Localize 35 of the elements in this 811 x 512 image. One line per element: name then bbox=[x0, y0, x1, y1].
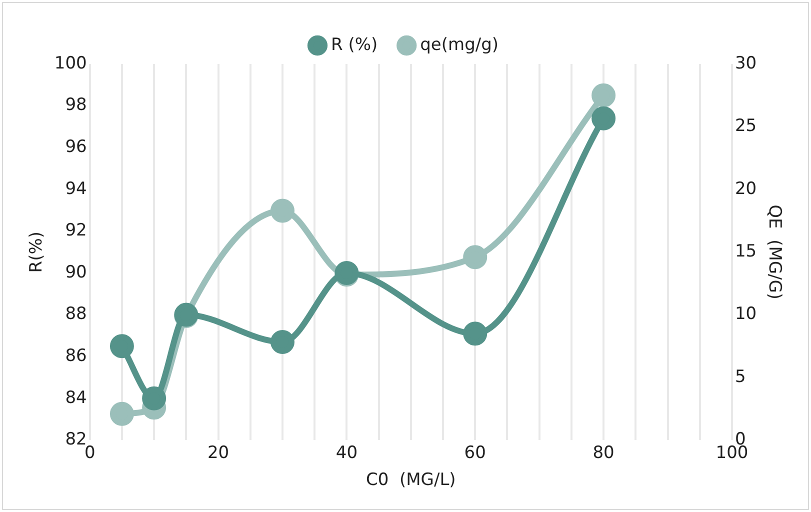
x-tick-label: 40 bbox=[336, 442, 358, 463]
y2-tick-label: 5 bbox=[734, 366, 746, 387]
y-tick-label: 86 bbox=[65, 346, 87, 366]
point bbox=[142, 386, 166, 410]
y-tick-label: 88 bbox=[65, 304, 87, 324]
y-tick-label: 100 bbox=[54, 53, 87, 74]
y-tick-label: 90 bbox=[65, 262, 87, 282]
y2-axis-title: QE (MG/G) bbox=[764, 204, 784, 300]
point bbox=[110, 402, 134, 426]
point bbox=[592, 106, 616, 130]
y-tick-label: 84 bbox=[65, 388, 87, 408]
y2-tick-label: 10 bbox=[734, 304, 757, 324]
x-tick-label: 80 bbox=[592, 442, 614, 463]
y2-tick-label: 25 bbox=[734, 116, 757, 136]
x-tick-label: 60 bbox=[464, 442, 486, 463]
y-tick-label: 82 bbox=[65, 430, 87, 450]
y2-tick-label: 30 bbox=[734, 53, 757, 74]
point bbox=[463, 322, 488, 346]
point bbox=[270, 198, 294, 223]
y2-tick-label: 20 bbox=[734, 178, 757, 199]
point bbox=[270, 330, 294, 354]
x-tick-label: 20 bbox=[207, 442, 230, 463]
y-tick-label: 96 bbox=[65, 137, 87, 158]
y-tick-label: 98 bbox=[65, 95, 87, 116]
y2-tick-label: 15 bbox=[734, 242, 757, 262]
y-axis-title: R(%) bbox=[26, 231, 47, 273]
legend-label: qe(mg/g) bbox=[420, 34, 499, 55]
point bbox=[592, 83, 616, 108]
point bbox=[463, 245, 488, 270]
y-tick-label: 92 bbox=[65, 220, 87, 241]
x-tick-label: 0 bbox=[84, 442, 96, 463]
x-axis-title: C0 (MG/L) bbox=[366, 470, 456, 490]
point bbox=[110, 334, 134, 358]
legend-label: R (%) bbox=[330, 34, 378, 55]
y-tick-label: 94 bbox=[65, 178, 87, 199]
